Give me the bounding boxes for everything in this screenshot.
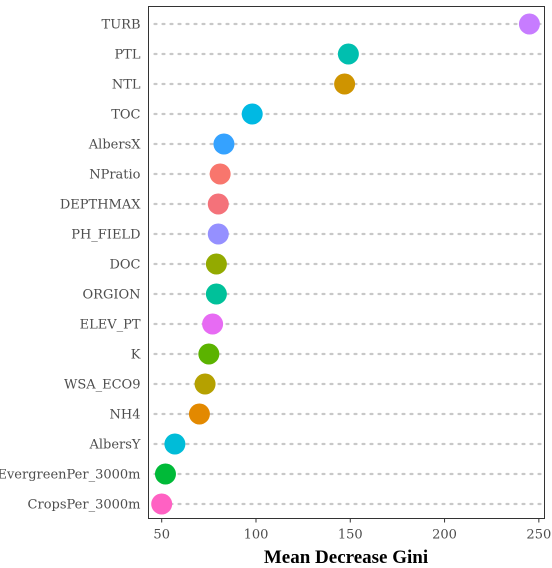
point-evergreenper-3000m [154, 463, 176, 485]
point-nh4 [188, 403, 210, 425]
y-axis-labels: TURB PTL NTL TOC AlbersX NPratio DEPTHMAX PH_FI… [0, 18, 141, 513]
y-label-depthmax: DEPTHMAX [60, 198, 141, 213]
y-label-ntl: NTL [112, 78, 141, 93]
point-turb [518, 13, 540, 35]
y-label-wsa-eco9: WSA_ECO9 [64, 378, 141, 393]
y-label-ptl: PTL [114, 48, 140, 63]
y-label-npratio: NPratio [89, 168, 140, 183]
point-doc [205, 253, 227, 275]
x-axis-ticks: 50 100 150 200 250 [153, 518, 551, 543]
point-ptl [337, 43, 359, 65]
point-ntl [334, 73, 356, 95]
point-cropsper-3000m [151, 493, 173, 515]
y-label-elev-pt: ELEV_PT [80, 318, 141, 333]
x-tick-label-100: 100 [244, 528, 269, 543]
y-label-evergreenper-3000m: EvergreenPer_3000m [0, 468, 141, 483]
y-label-orgion: ORGION [83, 288, 141, 303]
y-label-ph-field: PH_FIELD [71, 228, 140, 243]
point-albersx [213, 133, 235, 155]
plot-panel [148, 6, 545, 519]
y-label-cropsper-3000m: CropsPer_3000m [28, 498, 141, 513]
y-label-albersx: AlbersX [88, 138, 141, 153]
data-points [151, 13, 540, 515]
x-tick-label-150: 150 [338, 528, 363, 543]
x-axis-title: Mean Decrease Gini [264, 547, 428, 568]
y-label-doc: DOC [109, 258, 140, 273]
point-albersy [164, 433, 186, 455]
x-tick-label-50: 50 [153, 528, 170, 543]
y-label-albersy: AlbersY [88, 438, 140, 453]
point-k [198, 343, 220, 365]
y-label-nh4: NH4 [110, 408, 141, 423]
point-toc [241, 103, 263, 125]
y-label-turb: TURB [102, 18, 141, 33]
y-label-toc: TOC [111, 108, 140, 123]
point-depthmax [207, 193, 229, 215]
y-label-k: K [131, 348, 141, 363]
point-orgion [205, 283, 227, 305]
point-ph-field [207, 223, 229, 245]
point-elev-pt [202, 313, 224, 335]
x-tick-label-200: 200 [432, 528, 457, 543]
point-wsa-eco9 [194, 373, 216, 395]
point-npratio [209, 163, 231, 185]
x-tick-label-250: 250 [526, 528, 551, 543]
